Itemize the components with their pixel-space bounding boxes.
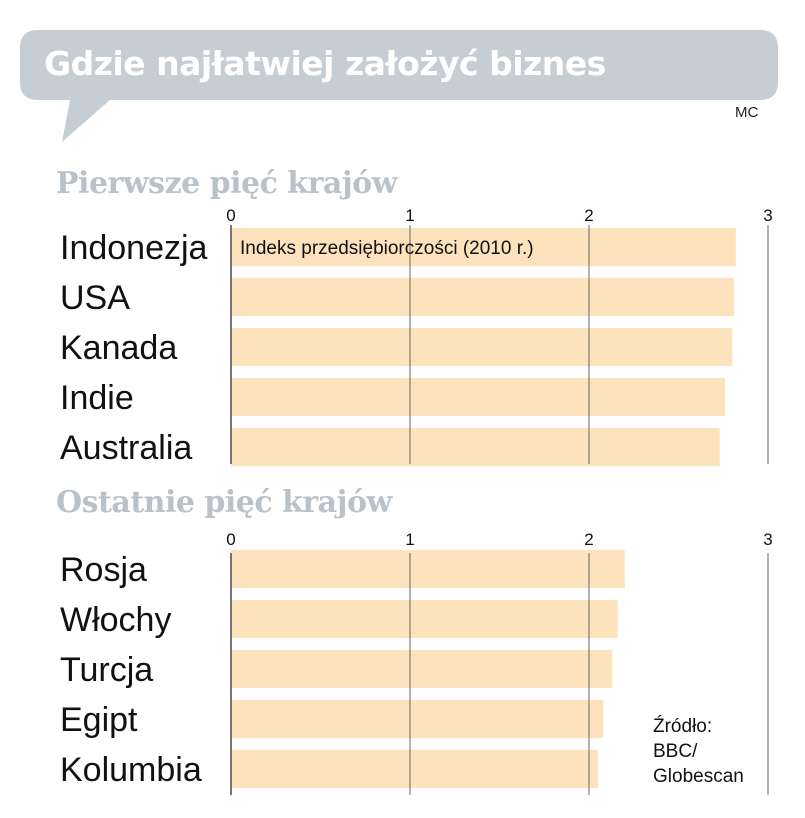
bar-indonezja <box>231 228 736 266</box>
author-initials: MC <box>735 104 759 121</box>
bar-egipt <box>231 700 604 738</box>
category-label: Kanada <box>60 329 177 367</box>
category-label: Indie <box>60 379 134 417</box>
tick-label: 2 <box>584 530 593 549</box>
chart-title: Gdzie najłatwiej założyć biznes <box>44 44 606 83</box>
title-banner <box>20 30 778 142</box>
source-note: Źródło: BBC/ Globescan <box>653 714 744 789</box>
bar-włochy <box>231 600 618 638</box>
tick-label: 1 <box>405 530 414 549</box>
category-label: Indonezja <box>60 229 208 267</box>
bar-turcja <box>231 650 613 688</box>
category-label: Australia <box>60 429 192 467</box>
tick-label: 3 <box>763 206 772 225</box>
index-annotation: Indeks przedsiębiorczości (2010 r.) <box>240 238 534 259</box>
category-label: USA <box>60 279 130 317</box>
bar-rosja <box>231 550 625 588</box>
bar-australia <box>231 428 720 466</box>
tick-label: 3 <box>763 530 772 549</box>
tick-label: 0 <box>226 206 235 225</box>
bar-indie <box>231 378 726 416</box>
bar-kolumbia <box>231 750 598 788</box>
category-label: Rosja <box>60 551 147 589</box>
category-label: Kolumbia <box>60 751 202 789</box>
bar-usa <box>231 278 734 316</box>
category-label: Turcja <box>60 651 153 689</box>
category-label: Egipt <box>60 701 138 739</box>
top-five-title: Pierwsze pięć krajów <box>56 166 398 201</box>
tick-label: 1 <box>405 206 414 225</box>
bottom-five-title: Ostatnie pięć krajów <box>56 485 392 520</box>
bottom-five-chart: Rosja Włochy Turcja Egipt Kolumbia 0 1 2 3 <box>60 530 773 795</box>
source-line: BBC/ <box>653 741 698 762</box>
category-label: Włochy <box>60 601 171 639</box>
source-line: Globescan <box>653 766 744 787</box>
tick-label: 0 <box>226 530 235 549</box>
top-five-chart: Indonezja USA Kanada Indie Australia 0 1 2 3 Inde… <box>60 206 773 467</box>
tick-label: 2 <box>584 206 593 225</box>
bar-kanada <box>231 328 733 366</box>
source-line: Źródło: <box>653 716 713 737</box>
